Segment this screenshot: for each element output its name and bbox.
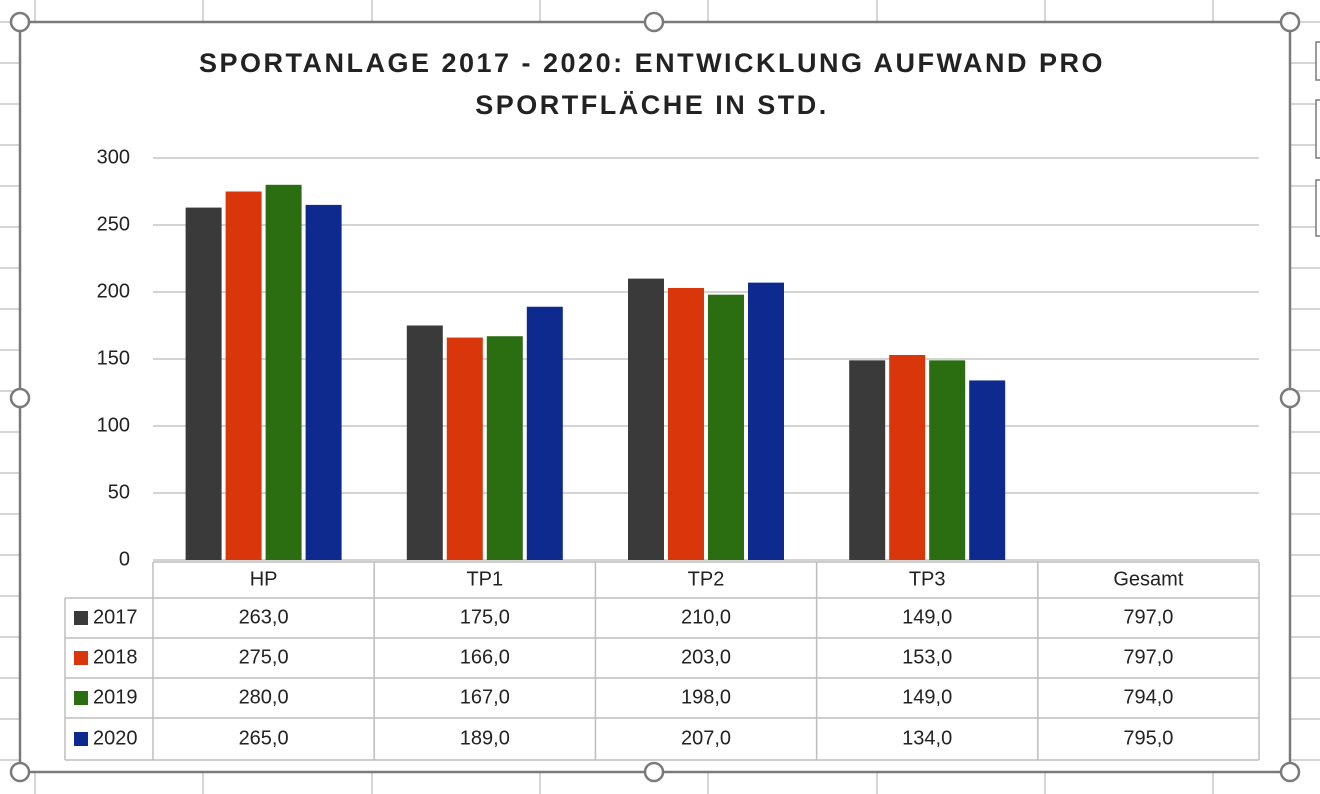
y-tick-label: 200 [97,280,130,302]
resize-handles[interactable] [9,11,1301,783]
legend-swatch [74,691,88,705]
y-tick-label: 150 [97,347,130,369]
bar [969,380,1006,560]
legend-label: 2019 [93,686,138,708]
x-tick-label: TP2 [688,568,725,590]
chart-title: SPORTANLAGE 2017 - 2020: ENTWICKLUNG AUF… [198,48,1106,120]
bar [305,204,342,560]
bar [708,294,744,560]
table-value: 280,0 [239,686,289,708]
x-tick-label: HP [250,568,278,590]
legend-swatch [74,611,88,625]
bar [668,287,704,560]
table-value: 797,0 [1123,646,1173,668]
table-value: 167,0 [460,686,510,708]
table-value: 203,0 [681,646,731,668]
table-value: 207,0 [681,727,731,749]
table-value: 198,0 [681,686,731,708]
y-tick-label: 100 [97,414,130,436]
bar [526,306,563,560]
table-value: 175,0 [460,606,510,628]
legend-swatch [74,732,88,746]
side-buttons[interactable] [1315,41,1320,237]
table-value: 149,0 [902,686,952,708]
table-value: 265,0 [239,727,289,749]
x-tick-label: TP1 [466,568,503,590]
y-tick-label: 300 [97,146,130,168]
y-tick-label: 50 [108,481,130,503]
legend-label: 2017 [93,606,138,628]
legend-label: 2020 [93,727,138,749]
table-value: 795,0 [1123,727,1173,749]
bar [628,278,664,560]
bar [849,360,886,560]
table-value: 153,0 [902,646,952,668]
x-tick-label: Gesamt [1113,568,1183,590]
table-value: 189,0 [460,727,510,749]
table-value: 263,0 [239,606,289,628]
table-value: 149,0 [902,606,952,628]
bar [265,184,302,561]
table-value: 797,0 [1123,606,1173,628]
y-tick-label: 0 [119,548,130,570]
table-value: 275,0 [239,646,289,668]
bar [406,325,443,560]
table-value: 794,0 [1123,686,1173,708]
bar [185,207,222,560]
table-value: 134,0 [902,727,952,749]
table-value: 210,0 [681,606,731,628]
y-tick-label: 250 [97,213,130,235]
bar [748,282,784,560]
bar [486,336,523,560]
bar [929,360,966,560]
bar [225,191,262,560]
table-value: 166,0 [460,646,510,668]
legend-label: 2018 [93,646,138,668]
x-tick-label: TP3 [909,568,946,590]
bar [446,337,483,560]
legend-swatch [74,651,88,665]
plot: 0 50 100 150 200 250 300 HP TP1 TP2 TP3 Gesamt 2017 2… [64,146,1260,761]
bar [889,354,926,560]
